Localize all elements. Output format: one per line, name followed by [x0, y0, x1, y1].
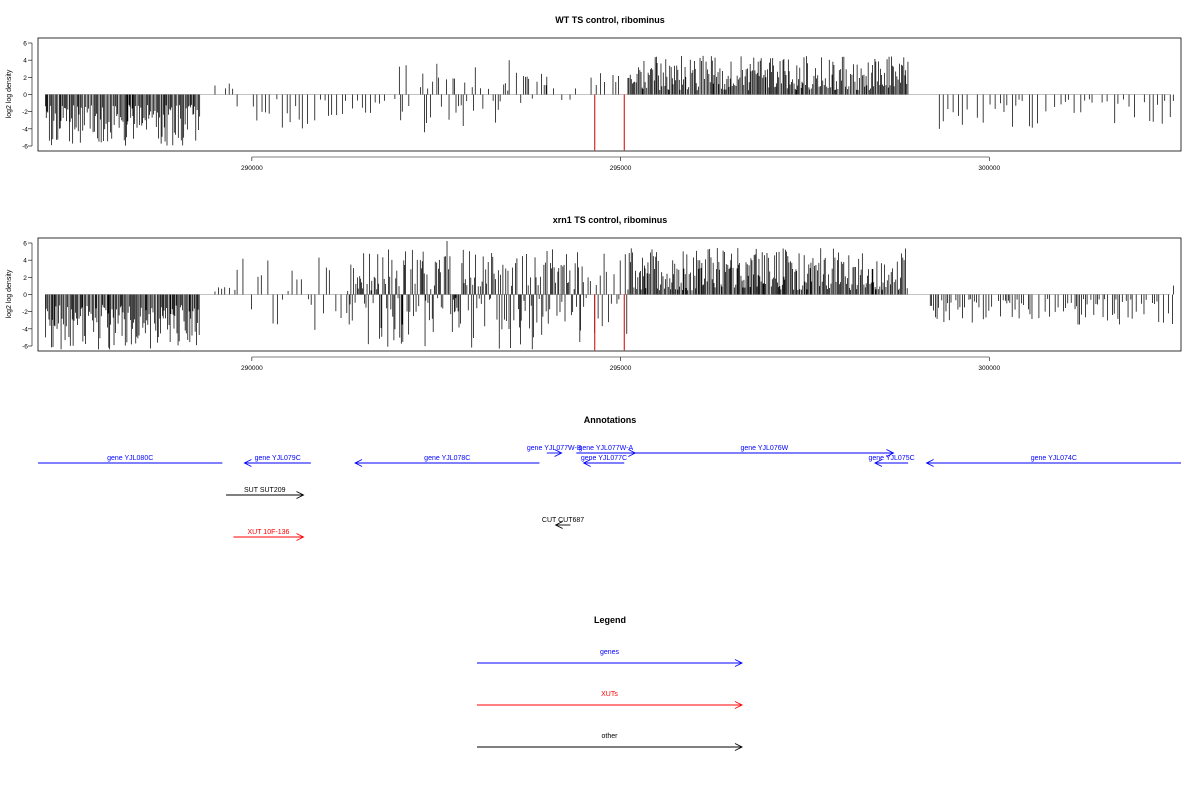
annotation-arrow-head [886, 449, 895, 457]
bars-xrn1 [44, 240, 1175, 351]
y-tick-label: -2 [22, 109, 28, 116]
x-tick-label: 300000 [978, 365, 1000, 372]
annotation-arrow-head [925, 459, 934, 467]
legend-label: other [602, 733, 619, 740]
x-tick-label: 300000 [978, 165, 1000, 172]
legend-panel: Legend genes XUTs other [477, 615, 744, 751]
x-axis-xrn1: 290000 295000 300000 [241, 356, 1000, 372]
annotation-arrow-head [354, 459, 363, 467]
legend-label: XUTs [601, 691, 618, 698]
annotation-arrow-head [582, 459, 591, 467]
annotation-label: gene YJL077W-A [579, 445, 634, 452]
y-tick-label: -4 [22, 126, 28, 133]
annotation-arrow-head [296, 533, 305, 541]
plot-box-xrn1 [37, 237, 1182, 352]
y-tick-label: 4 [23, 258, 27, 265]
legend-arrow-head [734, 659, 744, 667]
annotation-label: gene YJL076W [740, 445, 788, 452]
y-tick-label: -6 [22, 144, 28, 151]
bars-wt [44, 55, 1174, 151]
annotation-label: gene YJL074C [1031, 455, 1077, 462]
annotation-label: gene YJL078C [424, 455, 470, 462]
y-axis-wt: -6 -4 -2 0 2 4 6 [22, 41, 33, 151]
annotation-arrow-head [873, 459, 883, 467]
panel-wt: WT TS control, ribominus -6 -4 -2 0 2 4 6 2900… [6, 15, 1182, 172]
annotation-label: CUT CUT687 [542, 517, 584, 524]
y-tick-label: -6 [22, 344, 28, 351]
y-axis-label-wt: log2 log density [6, 69, 13, 118]
annotation-arrow-head [554, 521, 563, 529]
plot-box-wt [37, 37, 1182, 152]
x-axis-wt: 290000 295000 300000 [241, 156, 1000, 172]
annotation-label: SUT SUT209 [244, 487, 286, 494]
chart-title-wt: WT TS control, ribominus [555, 15, 665, 25]
y-tick-label: 6 [23, 241, 27, 248]
legend-title: Legend [594, 615, 626, 625]
y-tick-label: 6 [23, 41, 27, 48]
y-tick-label: 0 [23, 292, 27, 299]
legend-arrow-head [734, 701, 744, 709]
panel-xrn1: xrn1 TS control, ribominus -6 -4 -2 0 2 4 6 29… [6, 215, 1182, 372]
annotations-title: Annotations [584, 415, 637, 425]
annotation-arrow-head [554, 449, 563, 457]
annotation-label: gene YJL075C [868, 455, 914, 462]
y-tick-label: 0 [23, 92, 27, 99]
annotation-features: gene YJL080C gene YJL079C gene YJL078C gene… [38, 445, 1181, 541]
x-tick-label: 290000 [241, 365, 263, 372]
x-tick-label: 295000 [610, 365, 632, 372]
y-tick-label: 2 [23, 75, 27, 82]
annotations-panel: Annotations gene YJL080C gene YJL079C gene… [38, 415, 1181, 541]
y-tick-label: 2 [23, 275, 27, 282]
y-tick-label: -4 [22, 326, 28, 333]
y-axis-xrn1: -6 -4 -2 0 2 4 6 [22, 241, 33, 351]
legend-items: genes XUTs other [477, 649, 744, 751]
annotation-arrow-head [296, 491, 305, 499]
y-tick-label: 4 [23, 58, 27, 65]
x-tick-label: 290000 [241, 165, 263, 172]
y-axis-label-xrn1: log2 log density [6, 269, 13, 318]
chart-title-xrn1: xrn1 TS control, ribominus [553, 215, 668, 225]
annotation-label: gene YJL079C [255, 455, 301, 462]
x-tick-label: 295000 [610, 165, 632, 172]
annotation-arrow-head [243, 459, 252, 467]
annotation-label: XUT 10F-136 [247, 529, 289, 536]
annotation-label: gene YJL077W-B [527, 445, 582, 452]
legend-label: genes [600, 649, 620, 656]
annotation-label: gene YJL077C [581, 455, 627, 462]
legend-arrow-head [734, 743, 744, 751]
y-tick-label: -2 [22, 309, 28, 316]
annotation-label: gene YJL080C [107, 455, 153, 462]
